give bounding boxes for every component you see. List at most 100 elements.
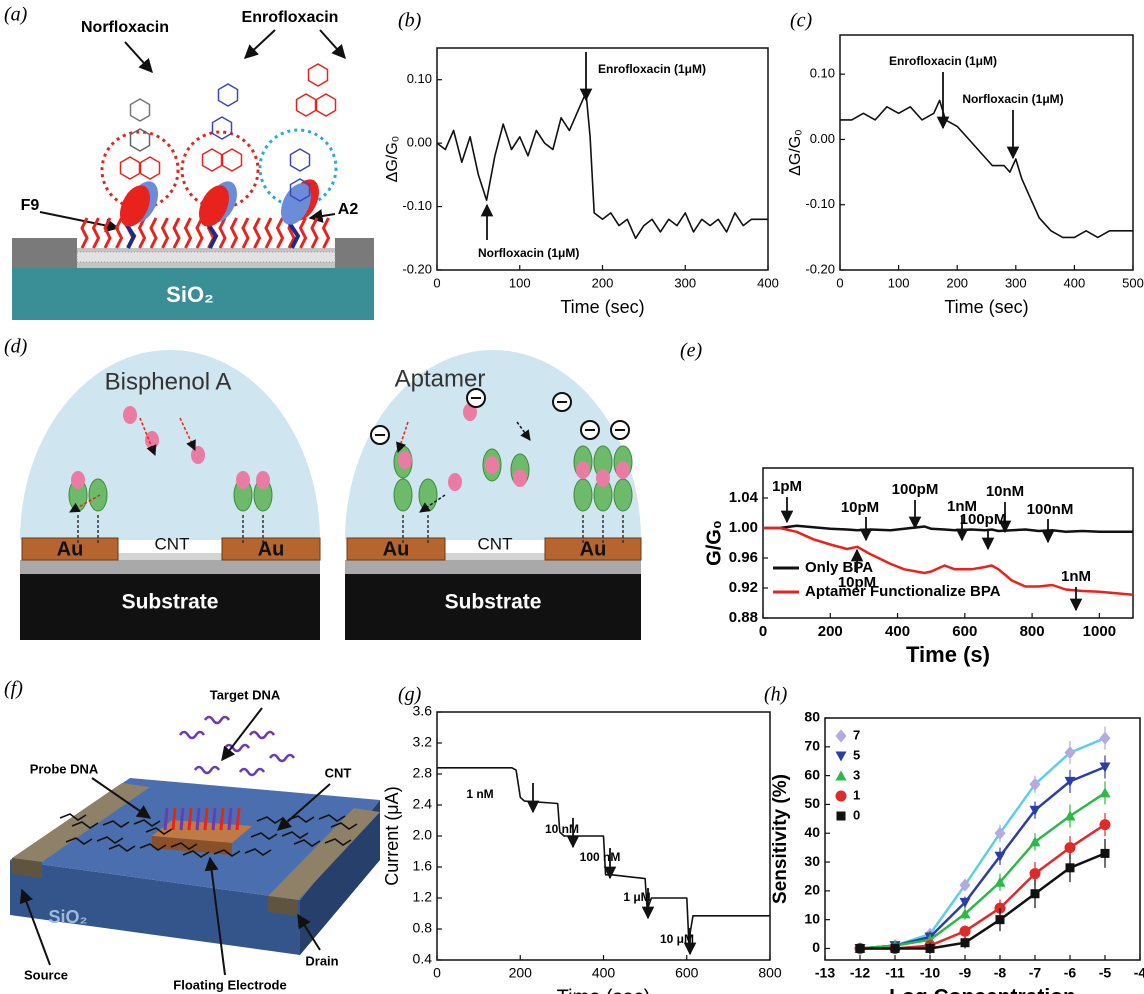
diagram-label: Source bbox=[24, 967, 68, 982]
target-dna bbox=[270, 755, 294, 761]
y-tick-label: 0 bbox=[812, 939, 820, 955]
target-dna bbox=[180, 732, 204, 738]
bpa bbox=[616, 461, 630, 479]
data-point bbox=[1066, 863, 1075, 872]
probe-dna bbox=[165, 808, 167, 830]
electrode-label: Au bbox=[258, 538, 285, 560]
legend-label: 0 bbox=[853, 807, 860, 822]
x-tick-label: 300 bbox=[674, 275, 696, 290]
y-tick-label: 0.92 bbox=[729, 579, 758, 596]
linker bbox=[117, 218, 122, 248]
x-tick-label: 400 bbox=[757, 275, 779, 290]
cnt-channel bbox=[77, 252, 335, 262]
x-tick-label: -10 bbox=[920, 965, 940, 981]
x-tick-label: 1000 bbox=[1083, 623, 1116, 640]
annotation: Norfloxacin (1μM) bbox=[478, 246, 579, 260]
annotation: Enrofloxacin (1μM) bbox=[889, 54, 997, 68]
arrow bbox=[320, 30, 345, 58]
probe-dna bbox=[173, 808, 175, 830]
y-tick-label: -0.20 bbox=[805, 261, 835, 276]
x-tick-label: 400 bbox=[1064, 275, 1086, 290]
receptor bbox=[89, 479, 107, 511]
arrow bbox=[310, 214, 335, 218]
probe-dna bbox=[189, 808, 191, 830]
annotation: 10 μM bbox=[660, 932, 694, 946]
linker bbox=[324, 218, 329, 248]
bpa bbox=[485, 456, 499, 474]
panel-label: (h) bbox=[764, 684, 788, 706]
target-dna bbox=[195, 767, 219, 773]
y-tick-label: 3.2 bbox=[413, 734, 433, 750]
linker bbox=[312, 218, 317, 248]
cnt-channel bbox=[118, 553, 222, 560]
layer bbox=[345, 560, 641, 574]
arrow bbox=[245, 30, 275, 58]
probe-dna bbox=[205, 808, 207, 830]
molecule-label: Norfloxacin bbox=[81, 19, 169, 36]
substrate-label: Substrate bbox=[445, 591, 542, 614]
receptor bbox=[614, 479, 632, 511]
chart: -13-12-11-10-9-8-7-6-5-40102030405060708… bbox=[770, 709, 1144, 994]
linker bbox=[82, 218, 87, 248]
y-tick-label: 0.8 bbox=[413, 920, 433, 936]
page: (a) (b) (c) (d) (e) (f) (g) (h) SiO₂ Nor… bbox=[0, 0, 1144, 994]
panel-label: (c) bbox=[790, 10, 813, 32]
linker bbox=[255, 218, 260, 248]
legend-label: Aptamer Functionalize BPA bbox=[805, 583, 1001, 600]
y-axis-title: ΔG/G₀ bbox=[384, 136, 401, 183]
x-tick-label: 0 bbox=[433, 965, 441, 981]
y-tick-label: 1.04 bbox=[729, 489, 759, 506]
y-tick-label: 2.8 bbox=[413, 765, 433, 781]
x-tick-label: 0 bbox=[759, 623, 767, 640]
x-tick-label: -12 bbox=[850, 965, 870, 981]
substrate-label: SiO₂ bbox=[166, 282, 214, 307]
x-tick-label: 200 bbox=[946, 275, 968, 290]
data-point bbox=[1065, 810, 1076, 820]
ring bbox=[203, 149, 222, 171]
data-point bbox=[961, 938, 970, 947]
chart: 020040060080010000.880.920.961.001.04Tim… bbox=[703, 468, 1133, 667]
x-tick-label: 100 bbox=[509, 275, 531, 290]
electrode bbox=[335, 238, 374, 268]
ring bbox=[121, 157, 140, 179]
y-tick-label: 20 bbox=[804, 882, 820, 898]
x-tick-label: 200 bbox=[818, 623, 843, 640]
linker bbox=[105, 218, 110, 248]
x-tick-label: 0 bbox=[433, 275, 440, 290]
cnt-channel bbox=[445, 553, 545, 560]
panel-label: (a) bbox=[4, 4, 28, 26]
linker bbox=[174, 218, 179, 248]
panel-label: (f) bbox=[4, 678, 23, 700]
annotation: 1pM bbox=[772, 478, 802, 495]
x-tick-label: 500 bbox=[1122, 275, 1144, 290]
bpa bbox=[71, 471, 85, 489]
chart: 0100200300400500-0.20-0.100.000.10Time (… bbox=[787, 35, 1144, 317]
droplet bbox=[345, 350, 641, 540]
y-tick-label: 1.6 bbox=[413, 858, 433, 874]
linker bbox=[220, 218, 225, 248]
x-tick-label: 400 bbox=[885, 623, 910, 640]
bpa bbox=[448, 473, 462, 491]
y-tick-label: 40 bbox=[804, 824, 820, 840]
receptor bbox=[574, 479, 592, 511]
data-point bbox=[1030, 868, 1041, 879]
data-point bbox=[1100, 787, 1111, 797]
x-tick-label: -4 bbox=[1134, 965, 1144, 981]
y-axis-title: ΔG/G₀ bbox=[787, 129, 804, 176]
plot-frame bbox=[840, 35, 1133, 270]
x-tick-label: 100 bbox=[888, 275, 910, 290]
diagram-label: Floating Electrode bbox=[173, 977, 286, 992]
ring bbox=[297, 94, 316, 116]
target-dna bbox=[205, 717, 229, 723]
y-tick-label: 70 bbox=[804, 738, 820, 754]
y-tick-label: 50 bbox=[804, 795, 820, 811]
channel-label: CNT bbox=[155, 534, 190, 553]
linker bbox=[243, 218, 248, 248]
annotation: 1 μM bbox=[623, 890, 650, 904]
aptamer-label: F9 bbox=[21, 197, 40, 214]
target-dna bbox=[240, 769, 264, 775]
y-tick-label: 80 bbox=[804, 709, 820, 725]
data-point bbox=[1100, 732, 1111, 745]
